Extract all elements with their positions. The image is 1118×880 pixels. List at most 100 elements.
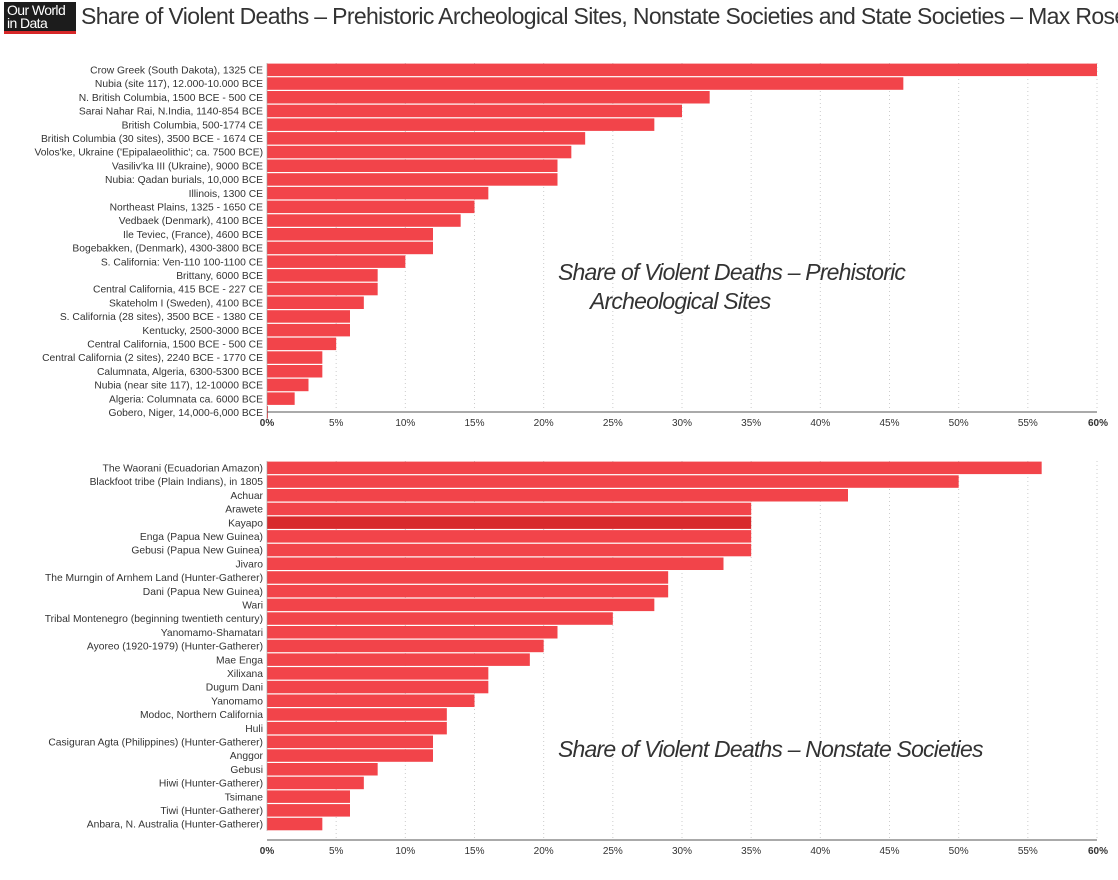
x-tick-label: 10% (395, 846, 415, 857)
bar[interactable] (267, 612, 613, 625)
category-label: Central California, 1500 BCE - 500 CE (87, 339, 263, 350)
bar[interactable] (267, 708, 447, 721)
category-label: Illinois, 1300 CE (189, 189, 264, 200)
bar[interactable] (267, 461, 1042, 475)
bar[interactable] (267, 584, 669, 598)
bar[interactable] (267, 680, 489, 694)
bar[interactable] (267, 77, 904, 90)
category-label: Tribal Montenegro (beginning twentieth c… (45, 614, 263, 625)
x-tick-labels: 0% 5% 10% 15% 20% 25% 30% 35% 40% 45% 50% 55% 60% (260, 418, 1108, 429)
bar[interactable] (267, 159, 558, 173)
bar[interactable] (267, 392, 295, 405)
category-label: Volos'ke, Ukraine ('Epipalaeolithic'; ca… (34, 148, 263, 159)
bar[interactable] (267, 626, 558, 639)
chart-title: Share of Violent Deaths – Nonstate Socie… (558, 736, 985, 762)
x-tick-label: 5% (329, 418, 344, 429)
x-tick-label: 55% (1018, 846, 1038, 857)
chart-title-line: Share of Violent Deaths – Prehistoric (558, 259, 906, 285)
chart-title: Share of Violent Deaths – Prehistoric Arc… (558, 259, 907, 314)
category-label: Kentucky, 2500-3000 BCE (142, 326, 263, 337)
x-tick-label: 50% (949, 418, 969, 429)
owid-logo: Our World in Data (4, 2, 76, 34)
bar[interactable] (267, 475, 959, 488)
x-tick-label: 5% (329, 846, 344, 857)
bar[interactable] (267, 104, 682, 118)
bar[interactable] (267, 186, 489, 200)
category-label: Gebusi (Papua New Guinea) (131, 546, 263, 557)
bar[interactable] (267, 282, 378, 296)
category-label: Ile Teviec, (France), 4600 BCE (123, 230, 263, 241)
category-label: Yanomamo (211, 696, 263, 707)
category-label: Central California (2 sites), 2240 BCE -… (42, 353, 263, 364)
bar[interactable] (267, 255, 406, 268)
bar[interactable] (267, 598, 655, 612)
bar[interactable] (267, 63, 1097, 77)
bar[interactable] (267, 173, 558, 186)
bar[interactable] (267, 145, 572, 159)
bar[interactable] (267, 530, 752, 543)
category-label: Nubia (near site 117), 12-10000 BCE (94, 381, 263, 392)
bar[interactable] (267, 667, 489, 680)
category-label: Calumnata, Algeria, 6300-5300 BCE (97, 367, 263, 378)
bar[interactable] (267, 337, 337, 351)
category-label: Gobero, Niger, 14,000-6,000 BCE (108, 408, 263, 419)
bar[interactable] (267, 323, 350, 337)
x-tick-label: 35% (741, 846, 761, 857)
category-label: Ayoreo (1920-1979) (Hunter-Gatherer) (87, 642, 263, 653)
bar[interactable] (267, 228, 433, 241)
nonstate-societies-chart: The Waorani (Ecuadorian Amazon) Blackfoot… (45, 461, 1108, 857)
category-label: Arawete (225, 505, 263, 516)
bar[interactable] (267, 735, 433, 749)
bar[interactable] (267, 269, 378, 282)
chart-title-line: Share of Violent Deaths – Nonstate Socie… (558, 736, 984, 762)
category-label: Anbara, N. Australia (Hunter-Gatherer) (87, 820, 263, 831)
x-tick-label: 20% (534, 418, 554, 429)
bar[interactable] (267, 776, 364, 790)
x-tick-label: 60% (1088, 846, 1108, 857)
category-label: Skateholm I (Sweden), 4100 BCE (109, 298, 263, 309)
category-label: Yanomamo-Shamatari (161, 628, 263, 639)
bar[interactable] (267, 639, 544, 653)
bar[interactable] (267, 214, 461, 227)
bar[interactable] (267, 749, 433, 762)
category-label: Gebusi (230, 765, 263, 776)
x-tick-label: 40% (810, 418, 830, 429)
bar[interactable] (267, 489, 848, 502)
x-tick-label: 40% (810, 846, 830, 857)
bar[interactable] (267, 310, 350, 323)
bar[interactable] (267, 91, 710, 104)
category-labels: Crow Greek (South Dakota), 1325 CE Nubia … (34, 65, 263, 419)
bar[interactable] (267, 721, 447, 735)
category-label: Mae Enga (216, 655, 263, 666)
x-tick-label: 15% (464, 418, 484, 429)
bar[interactable] (267, 516, 752, 529)
bar[interactable] (267, 543, 752, 557)
bar[interactable] (267, 296, 364, 310)
bar[interactable] (267, 694, 475, 708)
category-label: Dugum Dani (206, 683, 263, 694)
bar[interactable] (267, 241, 433, 255)
category-label: Kayapo (228, 518, 263, 529)
bar[interactable] (267, 351, 323, 364)
category-label: Dani (Papua New Guinea) (143, 587, 263, 598)
bar[interactable] (267, 653, 530, 666)
x-tick-label: 45% (879, 846, 899, 857)
bar[interactable] (267, 571, 669, 584)
x-tick-label: 55% (1018, 418, 1038, 429)
bar[interactable] (267, 790, 350, 803)
bar[interactable] (267, 557, 724, 571)
bar[interactable] (267, 763, 378, 776)
bar[interactable] (267, 200, 475, 214)
category-label: British Columbia, 500-1774 CE (122, 120, 263, 131)
x-tick-label: 0% (260, 846, 275, 857)
bar[interactable] (267, 817, 323, 831)
bar[interactable] (267, 118, 655, 131)
bar[interactable] (267, 804, 350, 817)
x-tick-labels: 0% 5% 10% 15% 20% 25% 30% 35% 40% 45% 50% 55% 60% (260, 846, 1108, 857)
bar[interactable] (267, 378, 309, 392)
bar[interactable] (267, 365, 323, 378)
category-label: The Waorani (Ecuadorian Amazon) (103, 463, 263, 474)
bar[interactable] (267, 502, 752, 516)
category-label: Nubia: Qadan burials, 10,000 BCE (105, 175, 263, 186)
bar[interactable] (267, 132, 586, 145)
